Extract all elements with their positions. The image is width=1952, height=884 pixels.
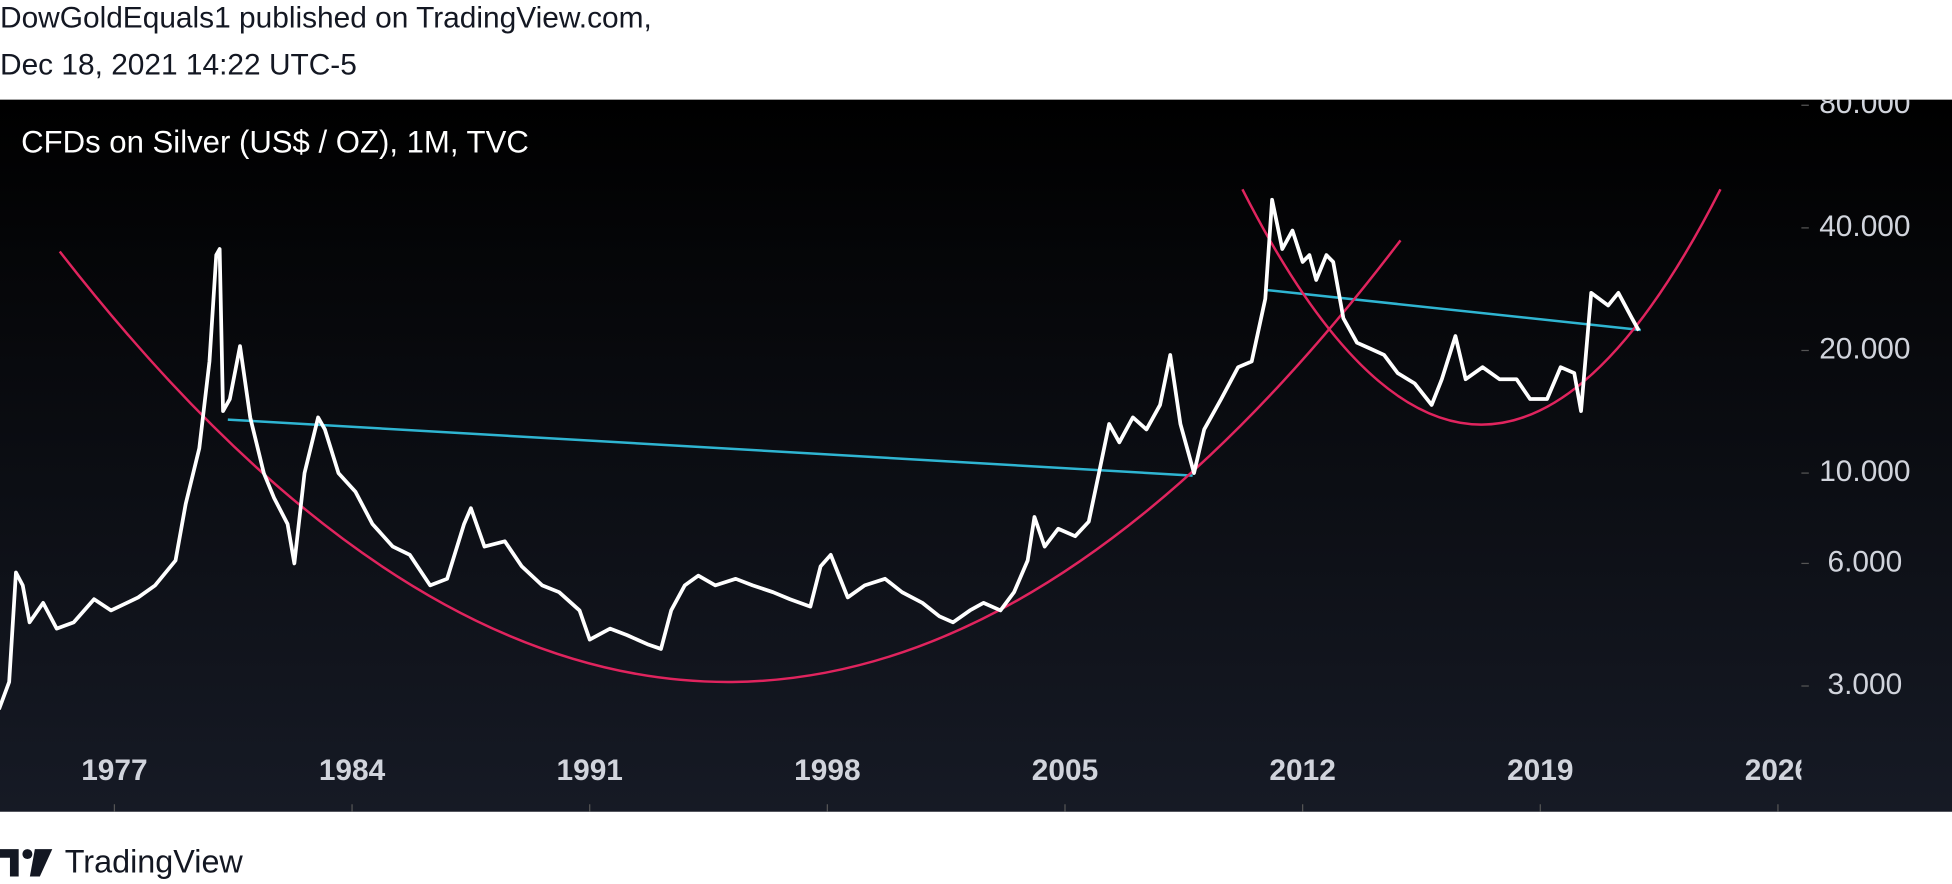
- x-tick-label: 2005: [1032, 754, 1098, 787]
- y-tick-label: 10.000: [1819, 455, 1910, 488]
- y-tick-label: 40.000: [1819, 210, 1910, 243]
- x-tick-label: 1991: [556, 754, 622, 787]
- logo-mark: [22, 849, 33, 860]
- y-tick-label: 3.000: [1827, 668, 1902, 701]
- y-tick-label: 80.000: [1819, 87, 1910, 120]
- chart-pane: [0, 99, 1952, 812]
- plot-area: [0, 188, 1722, 710]
- price-line: [0, 197, 1641, 710]
- trend-line: [227, 418, 1193, 477]
- x-tick-label: 2019: [1507, 754, 1573, 787]
- publisher: DowGoldEquals1 published on TradingView.…: [0, 1, 652, 34]
- y-tick-label: 20.000: [1819, 332, 1910, 365]
- brand: TradingView: [65, 844, 244, 880]
- x-tick-label: 2012: [1269, 754, 1335, 787]
- timestamp: Dec 18, 2021 14:22 UTC-5: [0, 49, 357, 82]
- x-tick-label: 1998: [794, 754, 860, 787]
- trend-line: [1267, 288, 1641, 332]
- y-tick-label: 6.000: [1827, 545, 1902, 578]
- x-tick-label: 2026: [1745, 754, 1811, 787]
- logo-mark: [0, 849, 19, 877]
- arc-drawing: [1241, 188, 1722, 426]
- x-tick-label: 1984: [319, 754, 386, 787]
- x-tick-label: 1977: [81, 754, 147, 787]
- logo: [0, 849, 53, 877]
- time-axis: 1977 1984 1991 1998 2005 2012 2019 2026: [81, 754, 1811, 812]
- chart-title: CFDs on Silver (US$ / OZ), 1M, TVC: [21, 125, 529, 160]
- logo-mark: [29, 849, 53, 877]
- price-axis: 80.000 40.000 20.000 10.000 6.000 3.000: [1801, 87, 1911, 701]
